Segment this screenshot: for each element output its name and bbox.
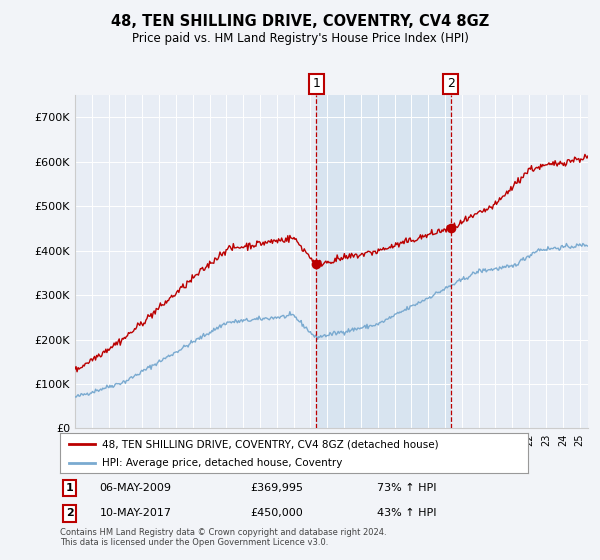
Text: 73% ↑ HPI: 73% ↑ HPI bbox=[377, 483, 436, 493]
Text: 2: 2 bbox=[447, 77, 455, 90]
Text: 1: 1 bbox=[313, 77, 320, 90]
Text: 2: 2 bbox=[65, 508, 73, 519]
Bar bbox=[316, 95, 451, 428]
Text: 43% ↑ HPI: 43% ↑ HPI bbox=[377, 508, 436, 519]
Text: 48, TEN SHILLING DRIVE, COVENTRY, CV4 8GZ: 48, TEN SHILLING DRIVE, COVENTRY, CV4 8G… bbox=[111, 14, 489, 29]
Text: HPI: Average price, detached house, Coventry: HPI: Average price, detached house, Cove… bbox=[102, 458, 343, 468]
Text: Contains HM Land Registry data © Crown copyright and database right 2024.
This d: Contains HM Land Registry data © Crown c… bbox=[60, 528, 386, 547]
Text: £450,000: £450,000 bbox=[250, 508, 303, 519]
Text: 10-MAY-2017: 10-MAY-2017 bbox=[100, 508, 172, 519]
Text: 1: 1 bbox=[65, 483, 73, 493]
Text: Price paid vs. HM Land Registry's House Price Index (HPI): Price paid vs. HM Land Registry's House … bbox=[131, 32, 469, 45]
Text: 48, TEN SHILLING DRIVE, COVENTRY, CV4 8GZ (detached house): 48, TEN SHILLING DRIVE, COVENTRY, CV4 8G… bbox=[102, 439, 439, 449]
Text: 06-MAY-2009: 06-MAY-2009 bbox=[100, 483, 172, 493]
Text: £369,995: £369,995 bbox=[250, 483, 303, 493]
